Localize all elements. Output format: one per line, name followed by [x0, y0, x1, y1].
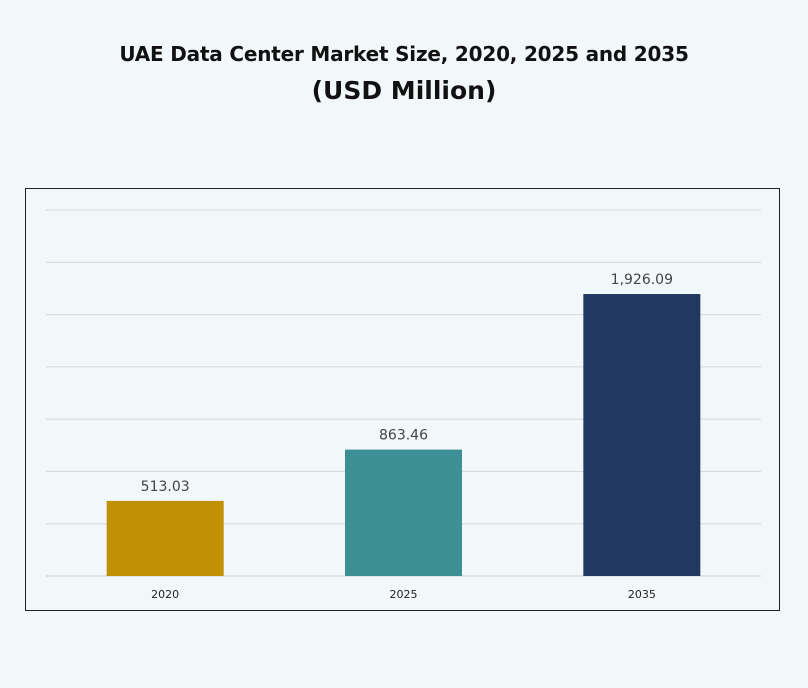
bar-chart: 513.03 2020 863.46 2025 1,926.09 2035 [46, 209, 761, 601]
chart-subtitle: (USD Million) [311, 76, 497, 105]
x-tick-label-2020: 2020 [151, 588, 179, 601]
x-tick-label-2035: 2035 [628, 588, 656, 601]
x-tick-label-2025: 2025 [390, 588, 418, 601]
data-label-2025: 863.46 [379, 428, 428, 444]
chart-frame: 513.03 2020 863.46 2025 1,926.09 2035 [25, 188, 780, 611]
bar-2025 [345, 449, 462, 576]
data-label-2035: 1,926.09 [611, 272, 673, 288]
bar-2020 [106, 500, 224, 576]
bar-2035 [583, 294, 701, 576]
data-label-2020: 513.03 [141, 479, 190, 495]
chart-title: UAE Data Center Market Size, 2020, 2025 … [119, 42, 689, 66]
